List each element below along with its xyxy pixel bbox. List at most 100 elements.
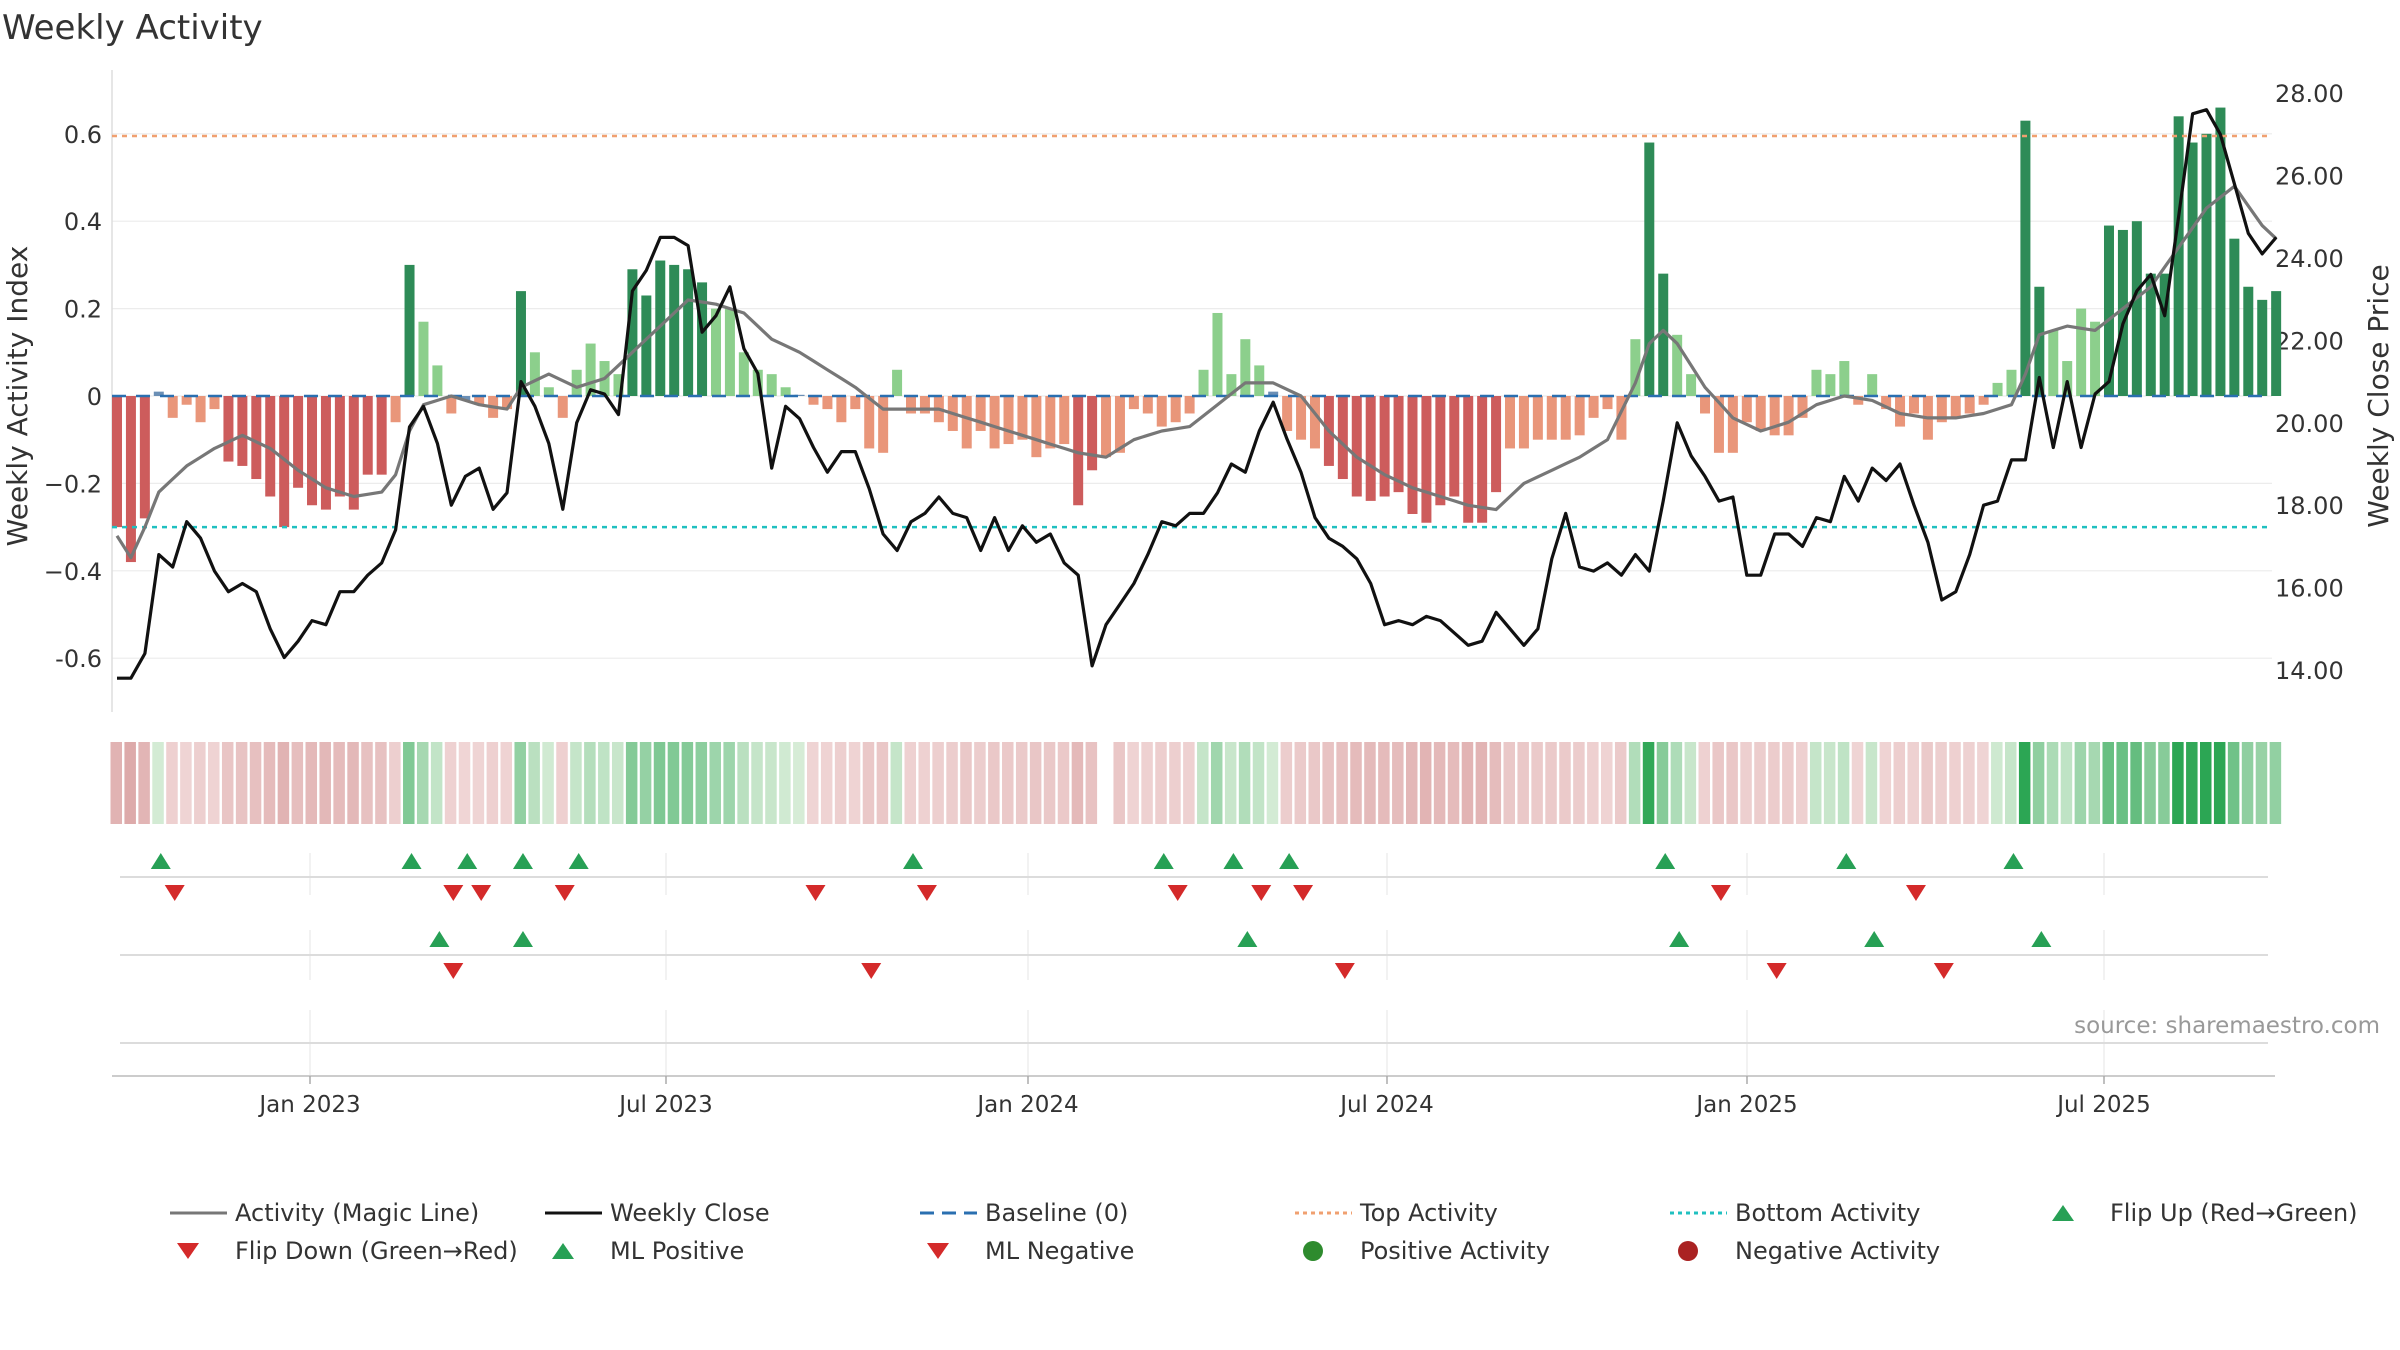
heat-strip-cell	[472, 742, 485, 824]
activity-bar	[1421, 396, 1432, 523]
heat-strip-cell	[2130, 742, 2142, 824]
activity-bar	[2243, 286, 2254, 396]
heat-strip-cell	[2060, 742, 2073, 824]
heat-strip-cell	[305, 742, 318, 824]
activity-bar	[167, 396, 178, 418]
activity-bar	[2173, 116, 2184, 396]
heat-strip-cell	[1963, 742, 1975, 824]
heat-strip-cell	[2046, 742, 2059, 824]
activity-bar	[1546, 396, 1557, 440]
activity-bar	[1142, 396, 1153, 414]
activity-bar	[2117, 229, 2128, 396]
heat-strip-cell	[1935, 742, 1947, 824]
activity-bar	[1309, 396, 1320, 449]
activity-bar	[251, 396, 262, 480]
activity-bar	[307, 396, 318, 506]
activity-bar	[1128, 396, 1139, 410]
heat-strip-cell	[918, 742, 930, 824]
heat-strip-cell	[1573, 742, 1585, 824]
heat-strip-cell	[1280, 742, 1293, 824]
y-tick-right: 18.00	[2275, 492, 2344, 520]
ml-positive-marker	[512, 931, 533, 947]
heat-strip-cell	[2074, 742, 2087, 824]
heat-strip-cell	[848, 742, 861, 824]
flip-down-marker	[554, 885, 575, 901]
heat-strip-cell	[834, 742, 847, 824]
heat-strip-cell	[2116, 742, 2128, 824]
legend-item-weekly-close: Weekly Close	[540, 1195, 770, 1231]
heat-strip-cell	[667, 742, 680, 824]
activity-bar	[766, 374, 777, 396]
heat-strip-cell	[1210, 742, 1223, 824]
heat-strip-cell	[2144, 742, 2156, 824]
heat-strip-cell	[639, 742, 652, 824]
y-tick-right: 20.00	[2275, 410, 2344, 438]
legend-item-magic-line: Activity (Magic Line)	[165, 1195, 479, 1231]
heat-strip-cell	[2018, 742, 2031, 824]
legend-label: ML Positive	[610, 1237, 745, 1265]
heat-strip-cell	[1224, 742, 1237, 824]
activity-bar	[641, 295, 652, 396]
heat-strip-cell	[890, 742, 903, 824]
heat-strip-cell	[960, 742, 972, 824]
flip-down-marker	[1251, 885, 1272, 901]
activity-bar	[2215, 107, 2226, 396]
legend-item-positive-activity: Positive Activity	[1290, 1233, 1550, 1269]
heat-strip-cell	[974, 742, 986, 824]
activity-bar	[919, 396, 930, 414]
activity-bar	[2006, 369, 2017, 396]
activity-bar	[2090, 321, 2101, 396]
heat-strip-cell	[1322, 742, 1334, 824]
activity-bar	[223, 396, 234, 462]
legend-label: Positive Activity	[1360, 1237, 1550, 1265]
heat-strip-cell	[1712, 742, 1724, 824]
activity-bar	[780, 387, 791, 396]
heat-strip-cell	[862, 742, 875, 824]
heat-strip-cell	[1127, 742, 1139, 824]
activity-bar	[348, 396, 359, 510]
activity-bar	[1059, 396, 1070, 445]
y-tick-left: 0.2	[64, 296, 102, 324]
heat-strip-cell	[2172, 742, 2184, 824]
heat-strip-cell	[1043, 742, 1056, 824]
activity-bar	[1616, 396, 1627, 440]
activity-bar	[2201, 133, 2212, 397]
activity-bar	[1727, 396, 1738, 453]
heat-strip-cell	[138, 742, 150, 824]
flip-up-marker	[1655, 853, 1676, 869]
heat-strip-cell	[1308, 742, 1320, 824]
heat-strip-cell	[194, 742, 206, 824]
legend-label: Negative Activity	[1735, 1237, 1941, 1265]
heat-strip-cell	[737, 742, 749, 824]
y-tick-left: −0.2	[44, 470, 102, 498]
heat-strip-cell	[2004, 742, 2017, 824]
heat-strip-cell	[1141, 742, 1153, 824]
activity-bar	[293, 396, 304, 488]
activity-bar	[1532, 396, 1543, 440]
ml-negative-marker	[443, 963, 464, 979]
heat-strip-cell	[1823, 742, 1836, 824]
heat-strip-cell	[1294, 742, 1307, 824]
activity-bar	[2159, 273, 2170, 396]
x-tick-label: Jul 2025	[2055, 1092, 2151, 1118]
heat-strip-cell	[1726, 742, 1738, 824]
activity-bar	[1672, 334, 1683, 396]
activity-bar	[376, 396, 387, 475]
heat-strip-cell	[779, 742, 791, 824]
heat-strip-cell	[1489, 742, 1502, 824]
heat-strip-cell	[1266, 742, 1279, 824]
heat-strip-cell	[625, 742, 638, 824]
heat-strip-cell	[389, 742, 401, 824]
activity-bar	[153, 391, 164, 396]
heat-strip-cell	[1740, 742, 1752, 824]
activity-bar	[697, 282, 708, 396]
activity-bar	[1407, 396, 1418, 514]
heat-strip-cell	[2241, 742, 2254, 824]
activity-bar	[112, 396, 122, 528]
activity-bar	[1435, 396, 1446, 506]
heat-strip-cell	[1461, 742, 1474, 824]
ml-positive-marker	[1669, 931, 1690, 947]
legend-symbol-tri-up-green	[540, 1233, 610, 1269]
x-tick-label: Jan 2025	[1694, 1092, 1797, 1118]
source-credit: source: sharemaestro.com	[2074, 1013, 2380, 1039]
